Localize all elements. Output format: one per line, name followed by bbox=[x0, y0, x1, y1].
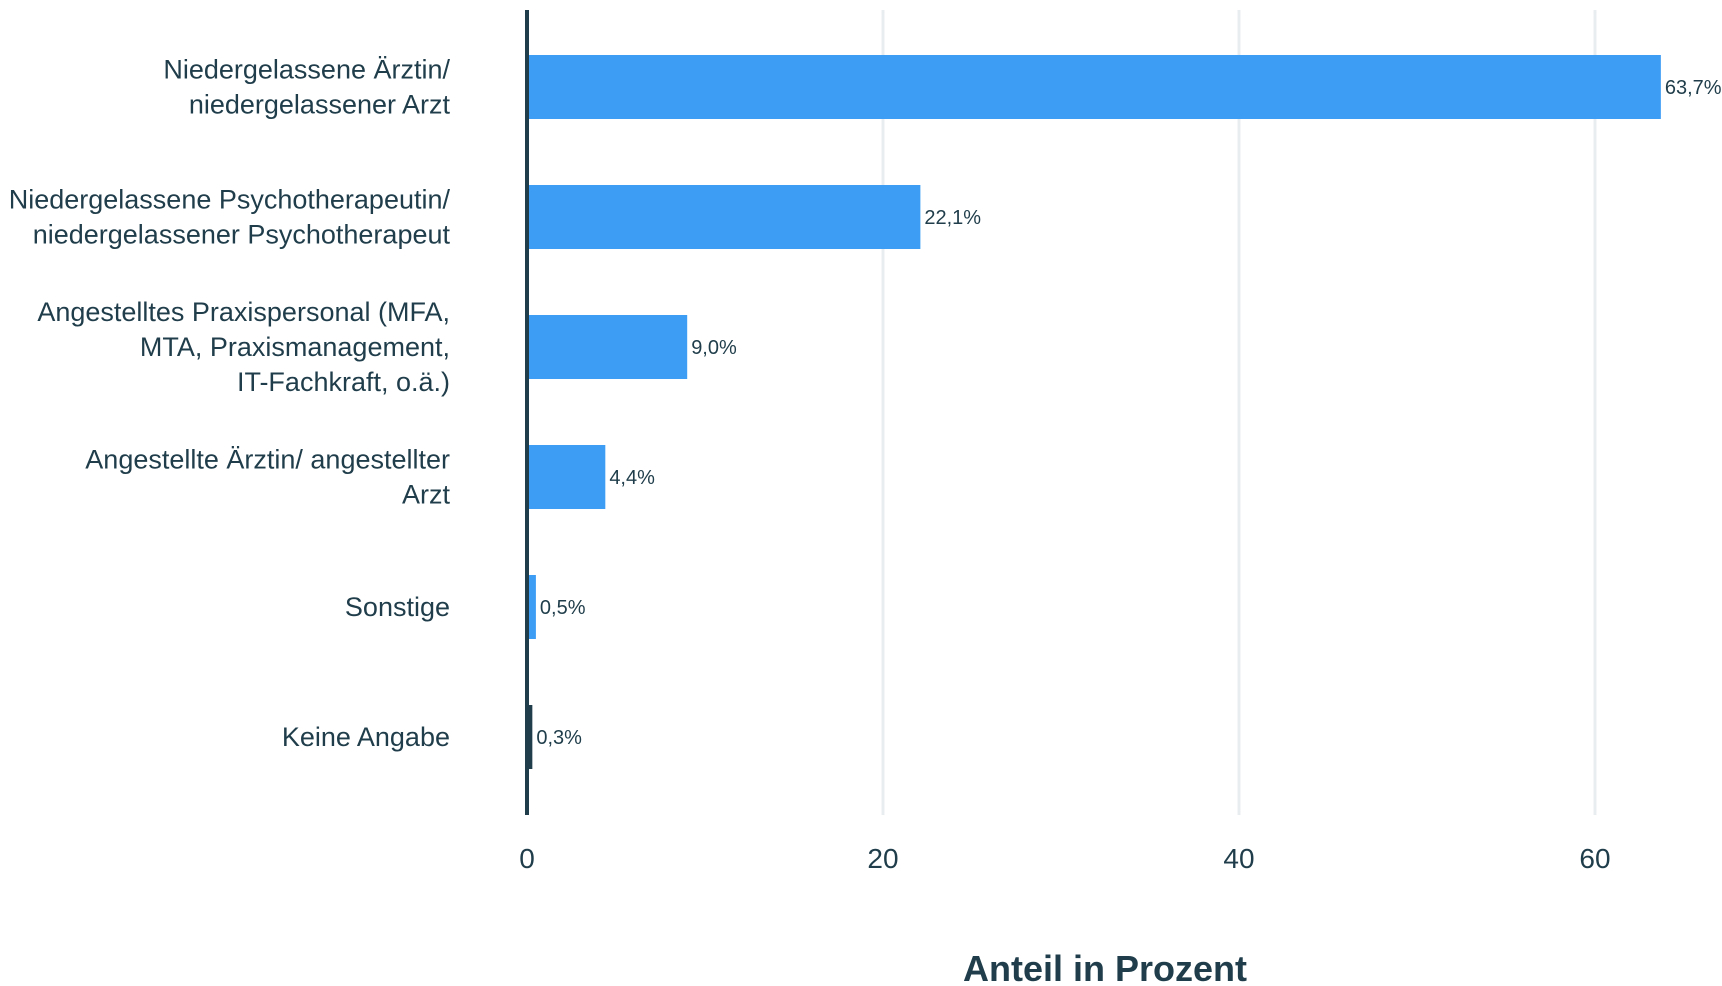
category-label: Angestellte Ärztin/ angestellter bbox=[85, 445, 450, 475]
category-label: niedergelassener Arzt bbox=[189, 90, 451, 120]
x-tick-label: 60 bbox=[1579, 843, 1610, 874]
category-label: IT-Fachkraft, o.ä.) bbox=[237, 367, 450, 397]
x-tick-label: 20 bbox=[867, 843, 898, 874]
value-label: 22,1% bbox=[924, 207, 981, 229]
x-tick-label: 40 bbox=[1223, 843, 1254, 874]
bars bbox=[527, 55, 1661, 769]
category-label: MTA, Praxismanagement, bbox=[140, 332, 450, 362]
category-label: Angestelltes Praxispersonal (MFA, bbox=[37, 297, 450, 327]
category-labels: Niedergelassene Ärztin/niedergelassener … bbox=[9, 55, 451, 753]
category-label: Niedergelassene Psychotherapeutin/ bbox=[9, 185, 451, 215]
value-label: 4,4% bbox=[609, 467, 655, 489]
category-label: Arzt bbox=[402, 480, 451, 510]
x-axis: 0 20 40 60 bbox=[519, 10, 1611, 874]
category-label: niedergelassener Psychotherapeut bbox=[33, 220, 451, 250]
bar bbox=[527, 315, 688, 379]
gridlines bbox=[881, 10, 1597, 815]
x-tick-label: 0 bbox=[519, 843, 535, 874]
bar bbox=[527, 445, 606, 509]
value-label: 63,7% bbox=[1665, 77, 1722, 99]
value-labels: 63,7% 22,1% 9,0% 4,4% 0,5% 0,3% bbox=[536, 77, 1721, 749]
bar bbox=[527, 185, 921, 249]
bar bbox=[527, 575, 536, 639]
category-label: Niedergelassene Ärztin/ bbox=[163, 55, 450, 85]
value-label: 9,0% bbox=[691, 337, 737, 359]
x-axis-title: Anteil in Prozent bbox=[963, 948, 1247, 986]
bar bbox=[527, 55, 1661, 119]
category-label: Keine Angabe bbox=[282, 722, 450, 752]
category-label: Sonstige bbox=[345, 592, 450, 622]
value-label: 0,3% bbox=[536, 727, 582, 749]
bar bbox=[527, 705, 533, 769]
value-label: 0,5% bbox=[540, 597, 586, 619]
